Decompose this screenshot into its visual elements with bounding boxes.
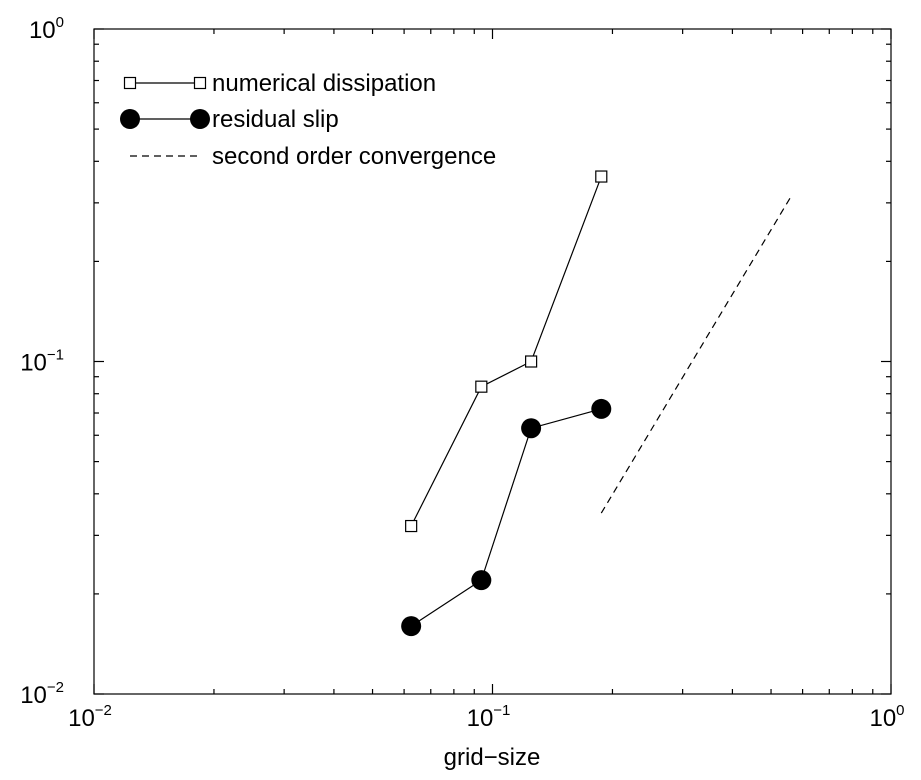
data-point-square	[193, 76, 207, 90]
data-point-circle	[471, 570, 492, 591]
series	[600, 195, 792, 514]
data-point-square	[525, 355, 538, 368]
series-line	[600, 195, 792, 514]
legend-label: numerical dissipation	[212, 70, 436, 97]
y-tick-label: 10−1	[20, 347, 64, 377]
tick-labels: 10−2 10−1 100 10−2 10−1 100	[20, 14, 904, 732]
legend-item: numerical dissipation	[123, 70, 436, 97]
legend-label: second order convergence	[212, 143, 496, 170]
y-tick-label: 10−2	[20, 679, 64, 709]
x-tick-label: 10−2	[68, 702, 112, 732]
x-axis-title: grid−size	[444, 744, 541, 771]
series-layer	[401, 170, 792, 637]
x-tick-label: 100	[869, 702, 904, 732]
data-point-circle	[190, 109, 210, 129]
data-point-circle	[401, 616, 422, 637]
legend-item: residual slip	[120, 106, 339, 133]
series-line	[410, 408, 602, 627]
y-tick-label: 100	[29, 14, 64, 44]
axis-ticks	[93, 28, 892, 695]
x-tick-label: 10−1	[467, 702, 511, 732]
data-point-circle	[591, 398, 612, 419]
data-point-square	[475, 380, 488, 393]
data-point-circle	[521, 418, 542, 439]
legend: numerical dissipation residual slip second…	[120, 70, 496, 170]
series	[405, 170, 608, 533]
series-line	[410, 176, 602, 527]
data-point-square	[595, 170, 608, 183]
data-point-square	[405, 519, 418, 533]
legend-item: second order convergence	[130, 143, 496, 170]
legend-label: residual slip	[212, 106, 339, 133]
data-point-square	[123, 76, 137, 90]
series	[401, 398, 612, 637]
data-point-circle	[120, 109, 140, 129]
